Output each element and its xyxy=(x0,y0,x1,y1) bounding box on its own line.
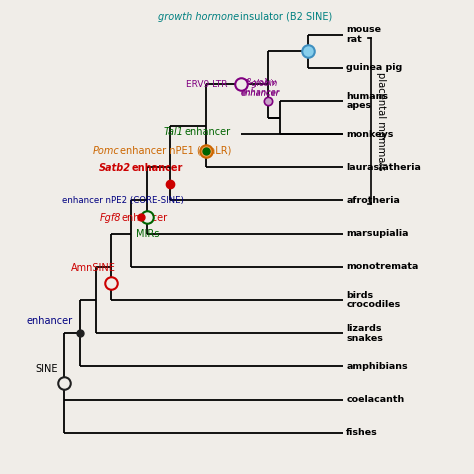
Text: enhancer nPE1 (MaLR): enhancer nPE1 (MaLR) xyxy=(120,146,231,156)
Text: monkeys: monkeys xyxy=(346,129,393,138)
Text: monotremata: monotremata xyxy=(346,263,419,272)
Text: marsupialia: marsupialia xyxy=(346,229,409,238)
Text: insulator (B2 SINE): insulator (B2 SINE) xyxy=(240,12,332,22)
Text: Tal1: Tal1 xyxy=(164,128,184,137)
Text: growth hormone: growth hormone xyxy=(158,12,239,22)
Text: MIRs: MIRs xyxy=(136,228,159,239)
Text: enhancer nPE2 (CORE-SINE): enhancer nPE2 (CORE-SINE) xyxy=(62,197,184,205)
Text: laurasiatheria: laurasiatheria xyxy=(346,163,421,172)
Text: enhancer: enhancer xyxy=(122,213,168,223)
Text: coelacanth: coelacanth xyxy=(346,395,404,404)
Text: enhancer: enhancer xyxy=(132,163,183,173)
Text: enhancer: enhancer xyxy=(27,316,73,326)
Text: amphibians: amphibians xyxy=(346,362,408,371)
Text: Satb2: Satb2 xyxy=(99,163,131,173)
Text: AmnSINE: AmnSINE xyxy=(71,263,116,273)
Text: ERV9 LTR: ERV9 LTR xyxy=(186,80,227,89)
Text: lizards
snakes: lizards snakes xyxy=(346,324,383,343)
Text: β-globin
enhancer: β-globin enhancer xyxy=(240,79,279,98)
Text: guinea pig: guinea pig xyxy=(346,63,402,72)
Text: β-γολιν
enhancer: β-γολιν enhancer xyxy=(241,78,280,97)
Text: mouse
rat: mouse rat xyxy=(346,25,381,44)
Text: Pomc: Pomc xyxy=(92,146,119,156)
Text: placental mammals: placental mammals xyxy=(376,72,386,170)
Text: enhancer: enhancer xyxy=(185,128,231,137)
Text: humans
apes: humans apes xyxy=(346,91,388,110)
Text: SINE: SINE xyxy=(36,364,58,374)
Text: birds
crocodiles: birds crocodiles xyxy=(346,291,401,310)
Text: afrotheria: afrotheria xyxy=(346,196,400,205)
Text: Fgf8: Fgf8 xyxy=(100,213,121,223)
Text: fishes: fishes xyxy=(346,428,378,438)
